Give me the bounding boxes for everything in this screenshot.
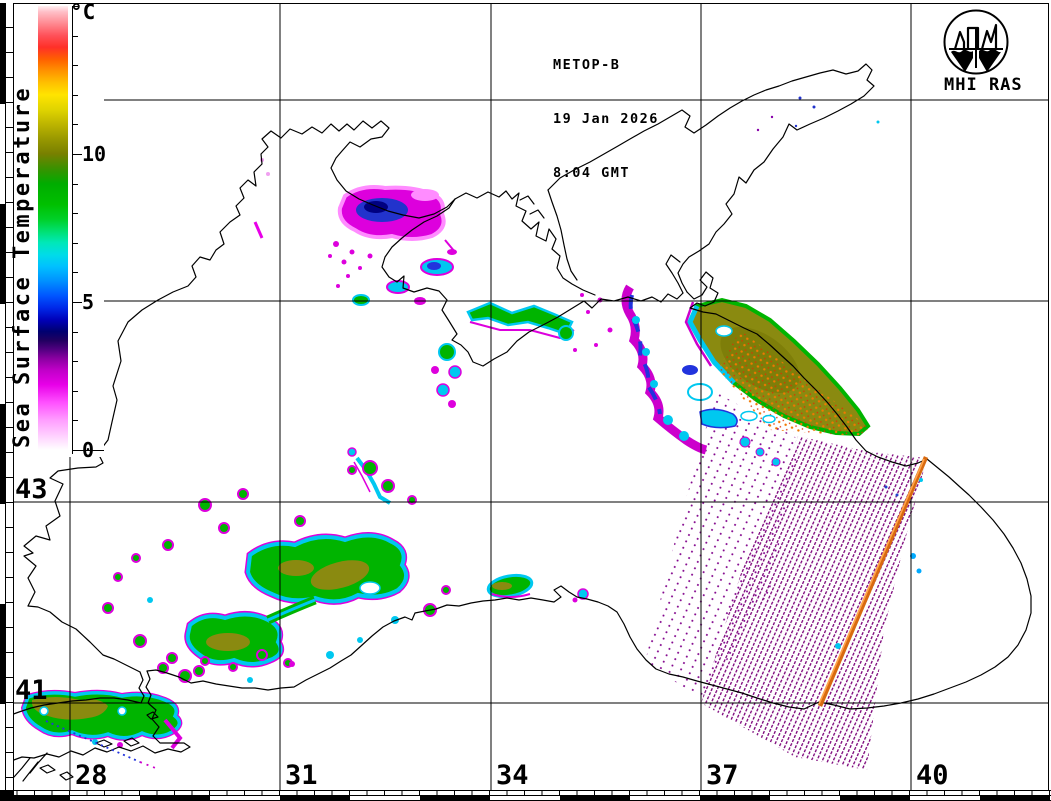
satellite-swath-pattern — [645, 392, 927, 770]
colorbar-axis — [72, 6, 73, 454]
lat-label-41: 41 — [15, 675, 48, 706]
colorbar-major-tick — [73, 450, 82, 451]
lon-label-28: 28 — [75, 760, 108, 791]
sst-patch-crimea-coast — [347, 301, 575, 505]
longitude-ruler-minor — [0, 790, 1051, 796]
satellite-name: METOP-B — [553, 57, 621, 73]
longitude-ruler-major — [0, 796, 1051, 801]
swath-edge-orange-line — [817, 456, 929, 707]
lon-label-40: 40 — [916, 760, 949, 791]
sst-patch-scatter — [102, 460, 589, 683]
colorbar-minor-tick — [73, 331, 78, 333]
acquisition-time: 8:04 GMT — [553, 165, 631, 181]
acquisition-info: METOP-B 19 Jan 2026 8:04 GMT — [553, 20, 659, 218]
colorbar-minor-tick — [73, 124, 78, 126]
colorbar-minor-tick — [73, 361, 78, 363]
mhi-ras-logo-icon — [943, 9, 1009, 75]
graticule-grid — [13, 3, 1049, 790]
colorbar-tick-label-5: 5 — [82, 290, 95, 314]
colorbar-axis-base — [72, 450, 104, 451]
colorbar-minor-tick — [73, 94, 78, 96]
colorbar-gradient — [38, 6, 68, 450]
latitude-ruler-inner — [5, 3, 14, 790]
colorbar-minor-tick — [73, 272, 78, 274]
institute-label: MHI RAS — [944, 75, 1023, 95]
colorbar-minor-tick — [73, 65, 78, 67]
sst-patch-kerch-fringe — [573, 284, 738, 455]
colorbar-minor-tick — [73, 6, 78, 7]
colorbar-minor-tick — [73, 420, 78, 422]
colorbar-panel: Sea Surface Temperature 0 5 10 °C — [10, 0, 107, 462]
ruler-corner-block — [0, 790, 14, 801]
colorbar-major-tick — [73, 154, 82, 155]
track-line — [45, 720, 159, 770]
map-frame-right — [1048, 3, 1049, 790]
sst-data-patches — [20, 96, 923, 750]
colorbar-tick-label-0: 0 — [82, 438, 95, 462]
coastlines — [7, 63, 1032, 782]
acquisition-date: 19 Jan 2026 — [553, 111, 659, 127]
lat-label-43: 43 — [15, 474, 48, 505]
colorbar-minor-tick — [73, 390, 78, 392]
colorbar-title: Sea Surface Temperature — [10, 85, 35, 448]
sst-patch-caucasus-warm — [684, 297, 871, 467]
temperature-unit-label: °C — [70, 0, 96, 24]
lon-label-34: 34 — [496, 760, 529, 791]
colorbar-major-tick — [73, 302, 82, 303]
latitude-ruler-outer — [0, 3, 5, 790]
colorbar-tick-label-10: 10 — [82, 142, 107, 166]
lon-label-31: 31 — [285, 760, 318, 791]
sst-patch-karkinit — [253, 158, 446, 288]
lon-label-37: 37 — [706, 760, 739, 791]
sst-patch-central-west — [184, 532, 410, 668]
colorbar-minor-tick — [73, 213, 78, 215]
colorbar-minor-tick — [73, 35, 78, 37]
colorbar-minor-tick — [73, 183, 78, 185]
map-frame-top — [13, 3, 1049, 4]
sst-patch-dnieper — [352, 239, 457, 306]
colorbar-minor-tick — [73, 242, 78, 244]
